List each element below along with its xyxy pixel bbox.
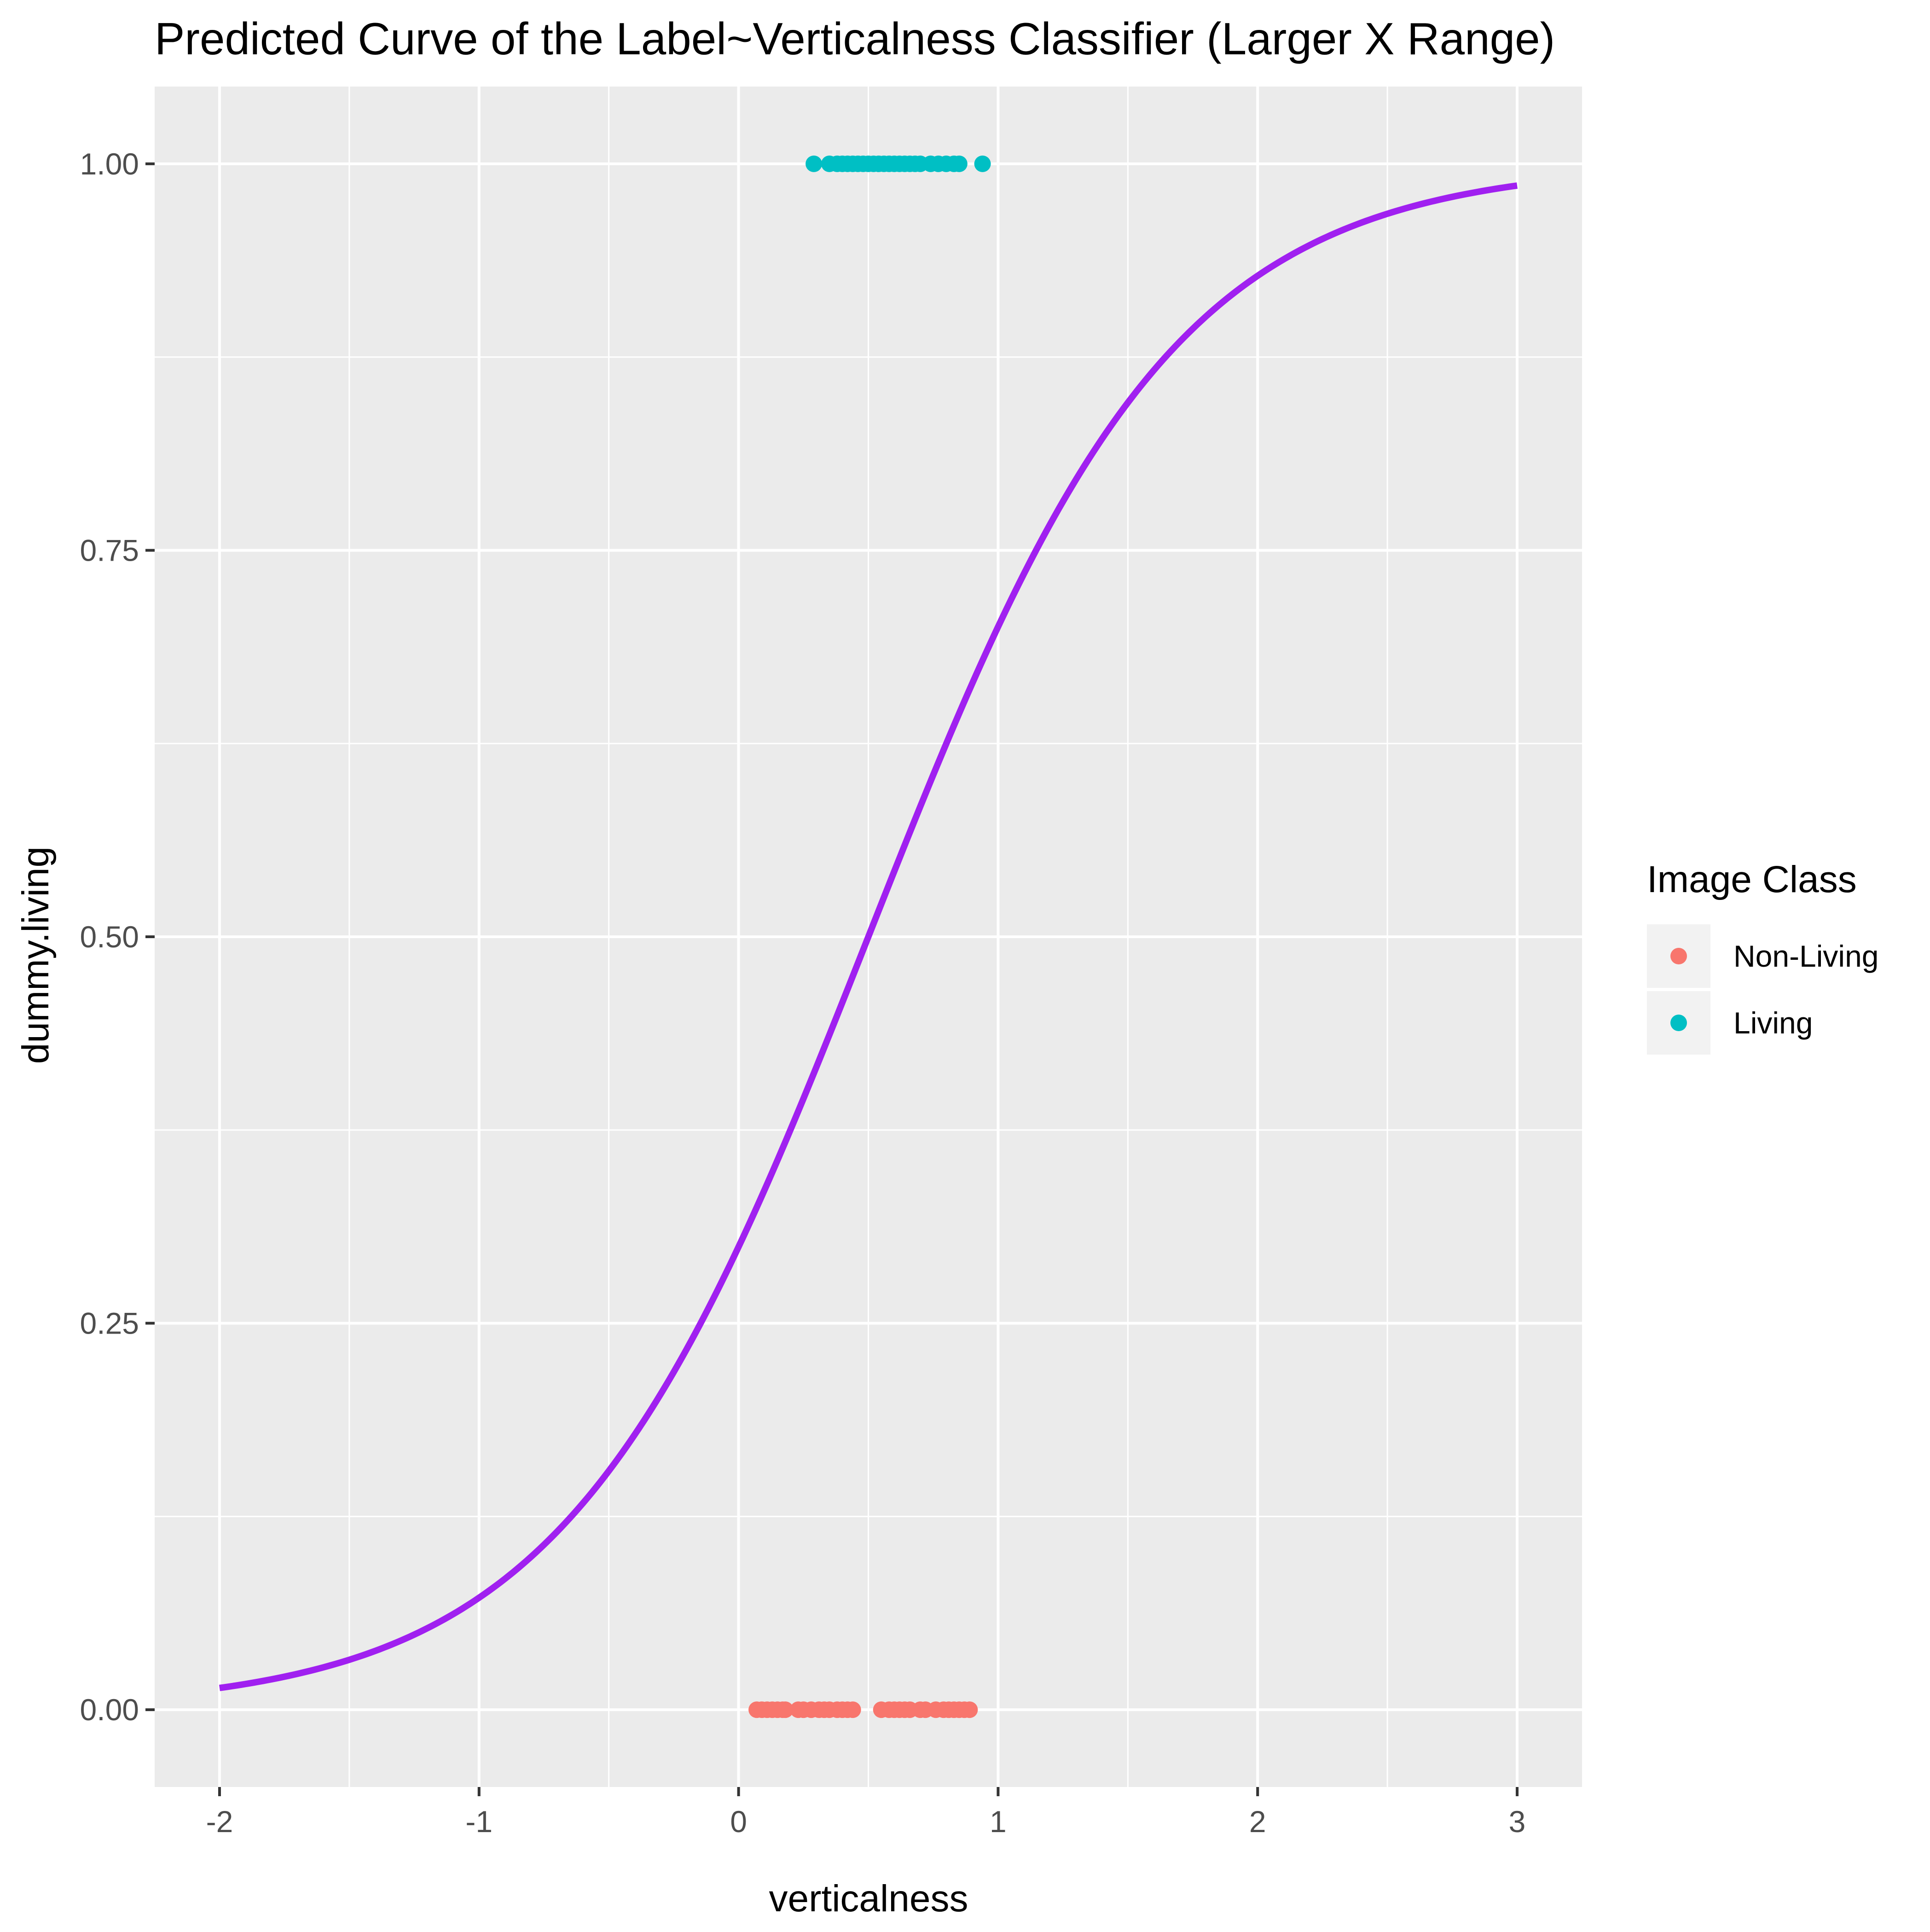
legend-swatch-living — [1670, 1015, 1687, 1031]
point-living — [974, 155, 991, 172]
y-axis-title: dummy.living — [15, 847, 57, 1064]
y-tick-label: 0.00 — [80, 1693, 139, 1727]
legend-title: Image Class — [1647, 859, 1857, 900]
predicted-curve — [219, 182, 1518, 1691]
point-non-living — [777, 1701, 794, 1718]
x-tick-label: 1 — [990, 1804, 1007, 1839]
x-tick-label: -2 — [206, 1804, 233, 1839]
legend-swatch-non-living — [1670, 948, 1687, 964]
point-non-living — [961, 1701, 978, 1718]
x-tick-label: 3 — [1509, 1804, 1526, 1839]
point-living — [806, 155, 823, 172]
x-tick-label: -1 — [465, 1804, 493, 1839]
x-axis: -2 -1 0 1 2 3 — [206, 1787, 1526, 1839]
x-axis-title: verticalness — [769, 1878, 968, 1920]
point-living — [951, 155, 968, 172]
x-tick-label: 2 — [1249, 1804, 1266, 1839]
data-points-layer — [748, 155, 991, 1718]
x-tick-label: 0 — [730, 1804, 747, 1839]
legend-label-living: Living — [1733, 1006, 1813, 1040]
legend-label-non-living: Non-Living — [1733, 939, 1879, 973]
y-tick-label: 0.25 — [80, 1306, 139, 1340]
legend-items: Non-Living Living — [1647, 924, 1879, 1055]
y-tick-label: 0.75 — [80, 533, 139, 567]
legend: Image Class Non-Living Living — [1647, 859, 1879, 1055]
y-axis: 0.00 0.25 0.50 0.75 1.00 — [80, 147, 155, 1727]
major-gridlines — [155, 87, 1582, 1787]
point-non-living — [844, 1701, 861, 1718]
predicted-curve-layer — [219, 182, 1518, 1691]
chart-title: Predicted Curve of the Label~Verticalnes… — [155, 13, 1555, 64]
y-tick-label: 1.00 — [80, 147, 139, 181]
y-tick-label: 0.50 — [80, 920, 139, 954]
